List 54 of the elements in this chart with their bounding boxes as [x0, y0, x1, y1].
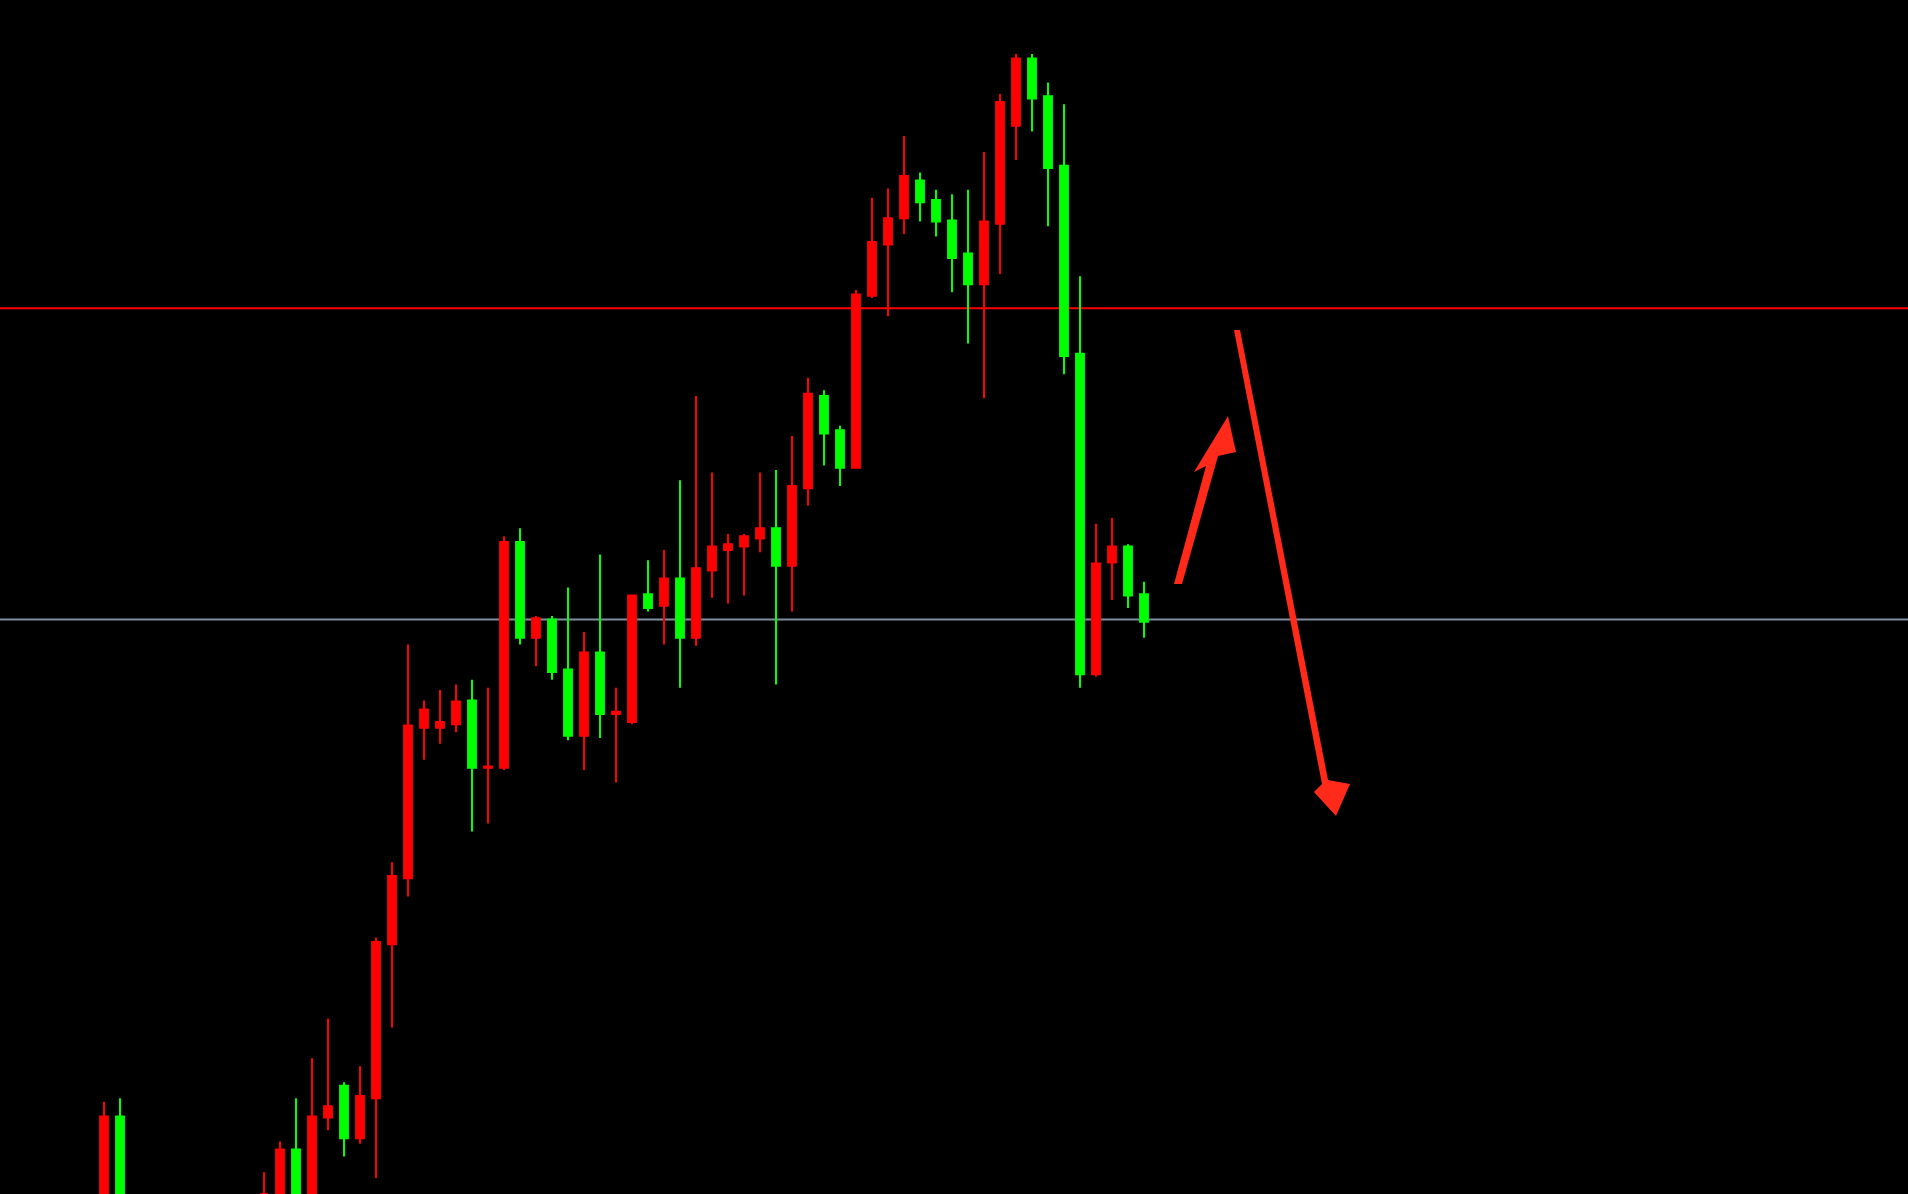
candlestick	[419, 699, 429, 761]
candlestick	[899, 135, 909, 236]
candlestick	[579, 630, 589, 771]
candlestick	[995, 92, 1005, 276]
candlestick	[467, 678, 477, 833]
candlestick	[99, 1100, 109, 1194]
candlestick	[1059, 103, 1069, 376]
candlestick	[963, 188, 973, 345]
candlestick	[691, 395, 701, 647]
candlestick	[547, 615, 557, 681]
candlestick	[307, 1057, 317, 1194]
candlestick	[643, 559, 653, 613]
candlestick	[483, 686, 493, 825]
candlestick	[355, 1065, 365, 1145]
candlestick	[947, 193, 957, 294]
candlestick	[771, 469, 781, 686]
candlestick	[1107, 516, 1117, 602]
candlestick	[723, 532, 733, 605]
candlestick	[659, 548, 669, 646]
candlestick	[451, 683, 461, 734]
candlestick	[371, 936, 381, 1180]
candlestick	[787, 434, 797, 613]
candlestick	[1091, 522, 1101, 678]
candlestick	[499, 535, 509, 771]
candlestick	[1075, 275, 1085, 689]
candlestick	[563, 586, 573, 742]
candlestick	[115, 1097, 125, 1194]
candlestick	[707, 471, 717, 599]
candlestick	[931, 188, 941, 238]
candlestick	[867, 196, 877, 299]
candlestick	[739, 532, 749, 597]
candlestick	[835, 424, 845, 488]
candlestick	[595, 553, 605, 739]
candlestick	[1027, 53, 1037, 133]
candlestick	[291, 1097, 301, 1194]
candlestick	[1043, 81, 1053, 228]
candlestick	[515, 527, 525, 646]
candlestick	[1011, 53, 1021, 162]
candlestick	[915, 171, 925, 223]
candlestick	[339, 1081, 349, 1158]
candlestick	[803, 376, 813, 507]
candlestick	[1139, 580, 1149, 639]
candlestick	[275, 1140, 285, 1194]
candlestick	[435, 689, 445, 745]
candlestick	[1123, 543, 1133, 610]
candlestick	[755, 471, 765, 554]
candlestick	[531, 615, 541, 668]
candlestick	[627, 594, 637, 726]
candlestick	[323, 1017, 333, 1132]
candlestick	[403, 643, 413, 898]
candlestick	[387, 861, 397, 1029]
candlestick	[675, 479, 685, 689]
candlestick	[611, 686, 621, 784]
candlestick	[819, 389, 829, 467]
